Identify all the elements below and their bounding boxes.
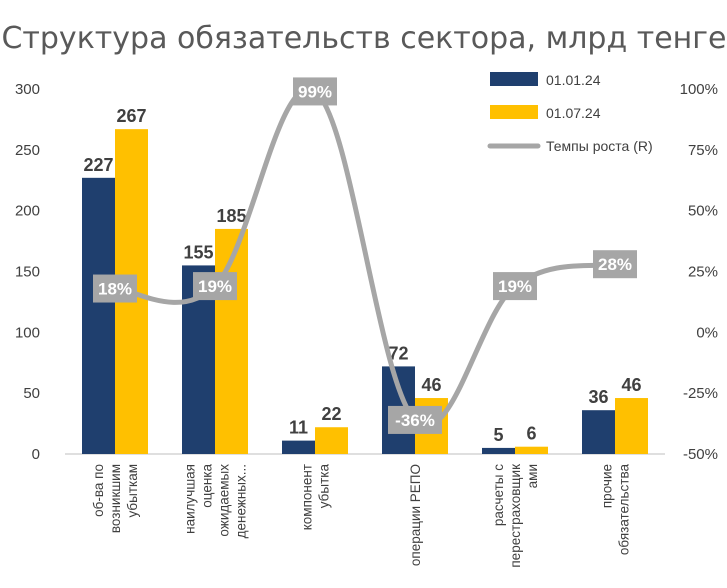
y-right-tick: 0% (696, 324, 718, 341)
bar-value-label: 11 (289, 418, 308, 438)
category-label: прочие (600, 464, 615, 508)
category-label: операции РЕПО (408, 464, 423, 566)
y-right-tick: 75% (688, 142, 718, 159)
y-left-tick: 50 (23, 385, 40, 402)
bar (282, 440, 315, 454)
growth-rate-label-text: 99% (298, 82, 332, 101)
growth-rate-label-text: 28% (598, 255, 632, 274)
category-label: оценка (200, 464, 215, 508)
legend-item: 01.07.24 (490, 105, 601, 121)
bar-value-label: 185 (216, 206, 246, 226)
bar-value-label: 5 (493, 425, 503, 445)
legend-label: Темпы роста (R) (546, 138, 653, 154)
bar (315, 427, 348, 454)
bar-value-label: 72 (388, 343, 408, 363)
category-label: об-ва по (91, 464, 106, 517)
y-left-tick: 100 (15, 324, 40, 341)
category-label: денежных... (234, 464, 249, 538)
growth-rate-label-box (388, 405, 442, 434)
bar-value-label: 22 (321, 404, 341, 424)
y-right-tick: -25% (683, 385, 718, 402)
legend-label: 01.07.24 (546, 105, 601, 121)
growth-rate-label: 19% (493, 272, 537, 301)
bar-value-label: 46 (421, 375, 441, 395)
y-axis-left: 0 50 100 150 200 250 300 (15, 81, 40, 463)
bar-value-label: 155 (183, 242, 213, 262)
category-labels: об-ва по возникшим убыткам наилучшая оценка о… (91, 464, 632, 568)
category-label: перестраховщик (508, 464, 523, 568)
legend-swatch (490, 72, 538, 86)
category-label: убыткам (125, 464, 140, 518)
growth-rate-labels: 18% 19% 99% -36% 19% 28% (93, 77, 637, 434)
category-label: убытка (317, 464, 332, 509)
category-label: ожидаемых (217, 464, 232, 537)
category-label: компонент (300, 464, 315, 530)
category-label: наилучшая (183, 464, 198, 534)
growth-rate-label-text: 19% (498, 277, 532, 296)
legend-swatch (490, 105, 538, 119)
y-axis-right: -50% -25% 0% 25% 50% 75% 100% (680, 81, 718, 463)
growth-rate-label-box (593, 250, 637, 279)
bar (515, 446, 548, 454)
y-left-tick: 250 (15, 142, 40, 159)
growth-rate-label: 19% (193, 272, 237, 301)
growth-rate-label: 18% (93, 274, 137, 303)
category-label: ами (525, 464, 540, 488)
bar (482, 447, 515, 454)
growth-rate-label-box (493, 272, 537, 301)
bar-value-label: 36 (588, 387, 608, 407)
bar (82, 177, 115, 455)
bar-labels: 227 155 11 72 5 36 267 185 22 46 6 46 (83, 106, 641, 445)
bar-value-label: 6 (526, 424, 536, 444)
growth-rate-label-box (293, 77, 337, 106)
bar (582, 410, 615, 454)
growth-rate-label-box (193, 272, 237, 301)
legend: 01.01.24 01.07.24 Темпы роста (R) (487, 72, 653, 154)
growth-rate-label-text: 19% (198, 277, 232, 296)
y-right-tick: 50% (688, 203, 718, 220)
growth-rate-label: -36% (388, 405, 442, 434)
chart-title: Структура обязательств сектора, млрд тен… (1, 21, 726, 56)
bar-value-label: 227 (83, 155, 113, 175)
y-left-tick: 150 (15, 264, 40, 281)
growth-rate-label: 99% (293, 77, 337, 106)
growth-rate-label-box (93, 274, 137, 303)
y-right-tick: 100% (680, 81, 718, 98)
bar (615, 398, 648, 454)
y-left-tick: 300 (15, 81, 40, 98)
legend-item: Темпы роста (R) (487, 138, 653, 154)
bar-value-label: 46 (621, 375, 641, 395)
legend-item: 01.01.24 (490, 72, 601, 88)
y-right-tick: -50% (683, 446, 718, 463)
category-label: расчеты с (491, 464, 506, 526)
y-left-tick: 200 (15, 203, 40, 220)
growth-rate-label-text: 18% (98, 280, 132, 299)
category-label: обязательства (617, 464, 632, 556)
y-left-tick: 0 (32, 446, 40, 463)
growth-rate-label-text: -36% (395, 411, 435, 430)
y-right-tick: 25% (688, 264, 718, 281)
category-label: возникшим (108, 464, 123, 533)
bar (215, 228, 248, 454)
bar-value-label: 267 (116, 106, 146, 126)
legend-label: 01.01.24 (546, 72, 601, 88)
growth-rate-label: 28% (593, 250, 637, 279)
bars (82, 129, 648, 455)
